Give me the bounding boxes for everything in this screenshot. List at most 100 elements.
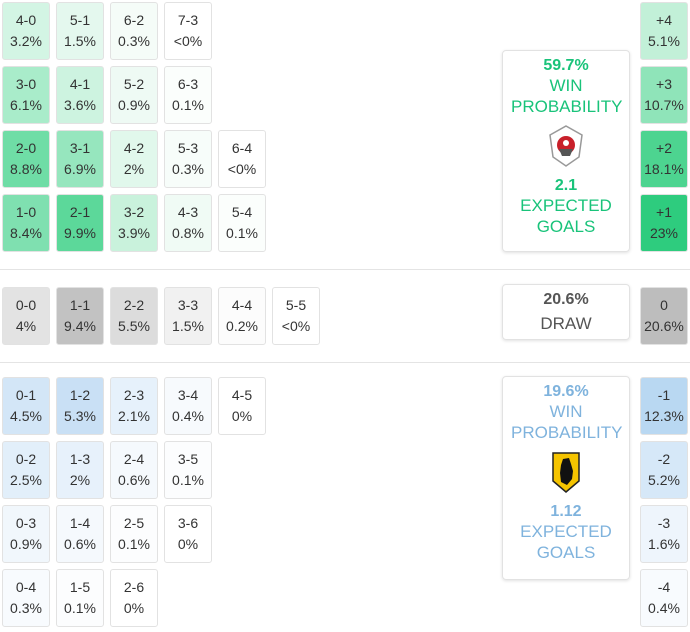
prob-label: 20.6% [644, 318, 684, 334]
prob-label: 9.4% [64, 318, 96, 334]
score-cell: -2 5.2% [640, 441, 688, 499]
score-cell: 3-1 6.9% [56, 130, 104, 188]
score-label: 3-2 [123, 204, 145, 220]
score-label: 2-2 [123, 297, 145, 313]
prob-label: 2% [69, 472, 91, 488]
draw-pct: 20.6% [543, 291, 589, 308]
score-label: 0-4 [15, 579, 37, 595]
score-label: +1 [656, 204, 672, 220]
prob-label: 6.9% [64, 161, 96, 177]
score-cell: 1-3 2% [56, 441, 104, 499]
score-cell: 1-1 9.4% [56, 287, 104, 345]
prob-label: 2.1% [118, 408, 150, 424]
score-label: 0-0 [15, 297, 37, 313]
score-cell: 4-2 2% [110, 130, 158, 188]
score-label: 5-5 [285, 297, 307, 313]
score-label: 3-5 [177, 451, 199, 467]
score-cell: 4-1 3.6% [56, 66, 104, 124]
score-label: +4 [656, 12, 672, 28]
score-label: 4-1 [69, 76, 91, 92]
win-label: WIN PROBABILITY [511, 76, 623, 116]
prob-label: 0.2% [226, 318, 258, 334]
score-cell: 2-3 2.1% [110, 377, 158, 435]
score-label: 0-1 [15, 387, 37, 403]
prob-label: 4.5% [10, 408, 42, 424]
score-cell: 2-0 8.8% [2, 130, 50, 188]
score-cell: 0-3 0.9% [2, 505, 50, 563]
score-label: 2-0 [15, 140, 37, 156]
prob-label: 0.1% [172, 472, 204, 488]
draw-card: 20.6% DRAW [502, 284, 630, 340]
prob-label: 0.6% [64, 536, 96, 552]
prob-label: 0.4% [172, 408, 204, 424]
score-label: 4-0 [15, 12, 37, 28]
prob-label: 0.3% [172, 161, 204, 177]
score-cell: +4 5.1% [640, 2, 688, 60]
win-pct: 19.6% [543, 383, 589, 400]
score-cell: 2-6 0% [110, 569, 158, 627]
score-label: +2 [656, 140, 672, 156]
score-cell: +3 10.7% [640, 66, 688, 124]
separator [0, 269, 690, 270]
prob-label: <0% [173, 33, 203, 49]
prob-label: 12.3% [644, 408, 684, 424]
score-cell: 7-3 <0% [164, 2, 212, 60]
prob-label: 0.1% [172, 97, 204, 113]
prob-label: 2% [123, 161, 145, 177]
score-cell: 0 20.6% [640, 287, 688, 345]
score-label: 3-3 [177, 297, 199, 313]
score-cell: 0-1 4.5% [2, 377, 50, 435]
score-label: 6-3 [177, 76, 199, 92]
score-label: 0-3 [15, 515, 37, 531]
xg-label: EXPECTED GOALS [520, 522, 612, 562]
score-cell: 1-5 0.1% [56, 569, 104, 627]
score-cell: -3 1.6% [640, 505, 688, 563]
score-cell: -4 0.4% [640, 569, 688, 627]
score-label: 5-2 [123, 76, 145, 92]
prob-label: 0.8% [172, 225, 204, 241]
score-label: 4-2 [123, 140, 145, 156]
score-label: +3 [656, 76, 672, 92]
prob-label: 0.1% [118, 536, 150, 552]
prob-label: 3.2% [10, 33, 42, 49]
prob-label: 4% [15, 318, 37, 334]
score-label: 3-0 [15, 76, 37, 92]
score-cell: 2-2 5.5% [110, 287, 158, 345]
prob-label: 5.1% [648, 33, 680, 49]
score-cell: 2-5 0.1% [110, 505, 158, 563]
score-cell: 6-4 <0% [218, 130, 266, 188]
score-cell: 1-4 0.6% [56, 505, 104, 563]
score-label: 5-3 [177, 140, 199, 156]
score-cell: +2 18.1% [640, 130, 688, 188]
prob-label: 2.5% [10, 472, 42, 488]
score-label: -1 [657, 387, 671, 403]
score-label: 4-5 [231, 387, 253, 403]
draw-label: DRAW [540, 314, 592, 333]
prob-label: 0% [231, 408, 253, 424]
score-cell: 1-2 5.3% [56, 377, 104, 435]
home-crest [549, 125, 583, 167]
score-cell: 0-0 4% [2, 287, 50, 345]
score-cell: 3-4 0.4% [164, 377, 212, 435]
score-cell: 4-0 3.2% [2, 2, 50, 60]
score-cell: 5-3 0.3% [164, 130, 212, 188]
xg-label: EXPECTED GOALS [520, 196, 612, 236]
prob-label: 3.6% [64, 97, 96, 113]
score-label: 1-3 [69, 451, 91, 467]
prob-label: 0.1% [226, 225, 258, 241]
prob-label: 0.4% [648, 600, 680, 616]
score-cell: 6-3 0.1% [164, 66, 212, 124]
away-card: 19.6% WIN PROBABILITY 1.12 EXPECTED GOAL… [502, 376, 630, 580]
score-label: -4 [657, 579, 671, 595]
score-label: 5-4 [231, 204, 253, 220]
score-cell: 5-4 0.1% [218, 194, 266, 252]
prob-label: 0% [123, 600, 145, 616]
score-cell: 4-4 0.2% [218, 287, 266, 345]
score-label: 3-6 [177, 515, 199, 531]
score-label: 1-5 [69, 579, 91, 595]
score-cell: 2-1 9.9% [56, 194, 104, 252]
prob-label: 8.4% [10, 225, 42, 241]
score-cell: 0-4 0.3% [2, 569, 50, 627]
prob-label: 0.6% [118, 472, 150, 488]
prob-label: <0% [281, 318, 311, 334]
